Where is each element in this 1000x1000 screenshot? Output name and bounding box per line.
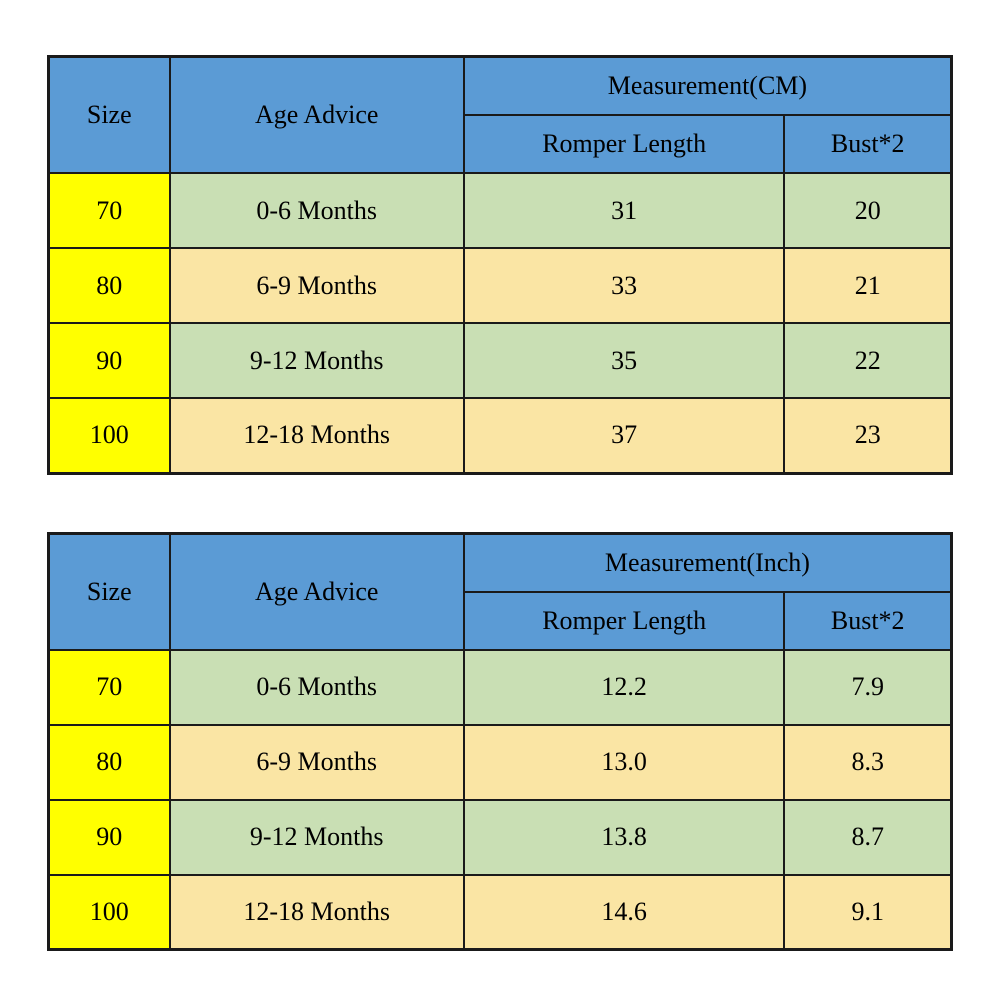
cell-bust: 23 [783, 397, 953, 474]
header-bust: Bust*2 [783, 590, 953, 651]
cell-romper-length: 37 [462, 397, 786, 474]
cell-romper-length: 33 [462, 247, 786, 324]
cell-romper-length: 31 [462, 172, 786, 249]
cell-age: 12-18 Months [168, 397, 465, 474]
cell-bust: 8.3 [783, 723, 953, 801]
header-romper-length: Romper Length [462, 114, 786, 174]
cell-size: 80 [47, 247, 171, 324]
header-measurement-inch: Measurement(Inch) [462, 532, 953, 593]
header-bust: Bust*2 [783, 114, 953, 174]
table-row: 80 6-9 Months 13.0 8.3 [47, 723, 953, 801]
cell-size: 90 [47, 322, 171, 399]
cell-age: 6-9 Months [168, 247, 465, 324]
table-row: 70 0-6 Months 12.2 7.9 [47, 648, 953, 726]
cell-romper-length: 13.8 [462, 798, 786, 876]
cell-age: 0-6 Months [168, 172, 465, 249]
cell-romper-length: 35 [462, 322, 786, 399]
cell-age: 6-9 Months [168, 723, 465, 801]
cell-bust: 21 [783, 247, 953, 324]
table-row: 70 0-6 Months 31 20 [47, 172, 953, 249]
table-row: 90 9-12 Months 35 22 [47, 322, 953, 399]
cell-size: 90 [47, 798, 171, 876]
cell-bust: 9.1 [783, 873, 953, 951]
cell-size: 70 [47, 648, 171, 726]
cell-bust: 20 [783, 172, 953, 249]
cell-size: 80 [47, 723, 171, 801]
size-chart-table-cm: Size Age Advice Measurement(CM) Romper L… [47, 55, 953, 475]
cell-age: 9-12 Months [168, 322, 465, 399]
header-age-advice: Age Advice [168, 55, 465, 174]
header-romper-length: Romper Length [462, 590, 786, 651]
cell-size: 100 [47, 873, 171, 951]
cell-romper-length: 12.2 [462, 648, 786, 726]
cell-romper-length: 14.6 [462, 873, 786, 951]
cell-size: 70 [47, 172, 171, 249]
cell-age: 0-6 Months [168, 648, 465, 726]
table-row: 90 9-12 Months 13.8 8.7 [47, 798, 953, 876]
header-measurement-cm: Measurement(CM) [462, 55, 953, 116]
cell-age: 12-18 Months [168, 873, 465, 951]
header-size: Size [47, 55, 171, 174]
size-chart-table-inch: Size Age Advice Measurement(Inch) Romper… [47, 531, 953, 951]
table-row: 100 12-18 Months 37 23 [47, 397, 953, 474]
cell-size: 100 [47, 397, 171, 474]
table-row: 80 6-9 Months 33 21 [47, 247, 953, 324]
header-size: Size [47, 532, 171, 651]
cell-romper-length: 13.0 [462, 723, 786, 801]
cell-age: 9-12 Months [168, 798, 465, 876]
cell-bust: 22 [783, 322, 953, 399]
cell-bust: 8.7 [783, 798, 953, 876]
table-row: 100 12-18 Months 14.6 9.1 [47, 873, 953, 951]
header-age-advice: Age Advice [168, 532, 465, 651]
cell-bust: 7.9 [783, 648, 953, 726]
